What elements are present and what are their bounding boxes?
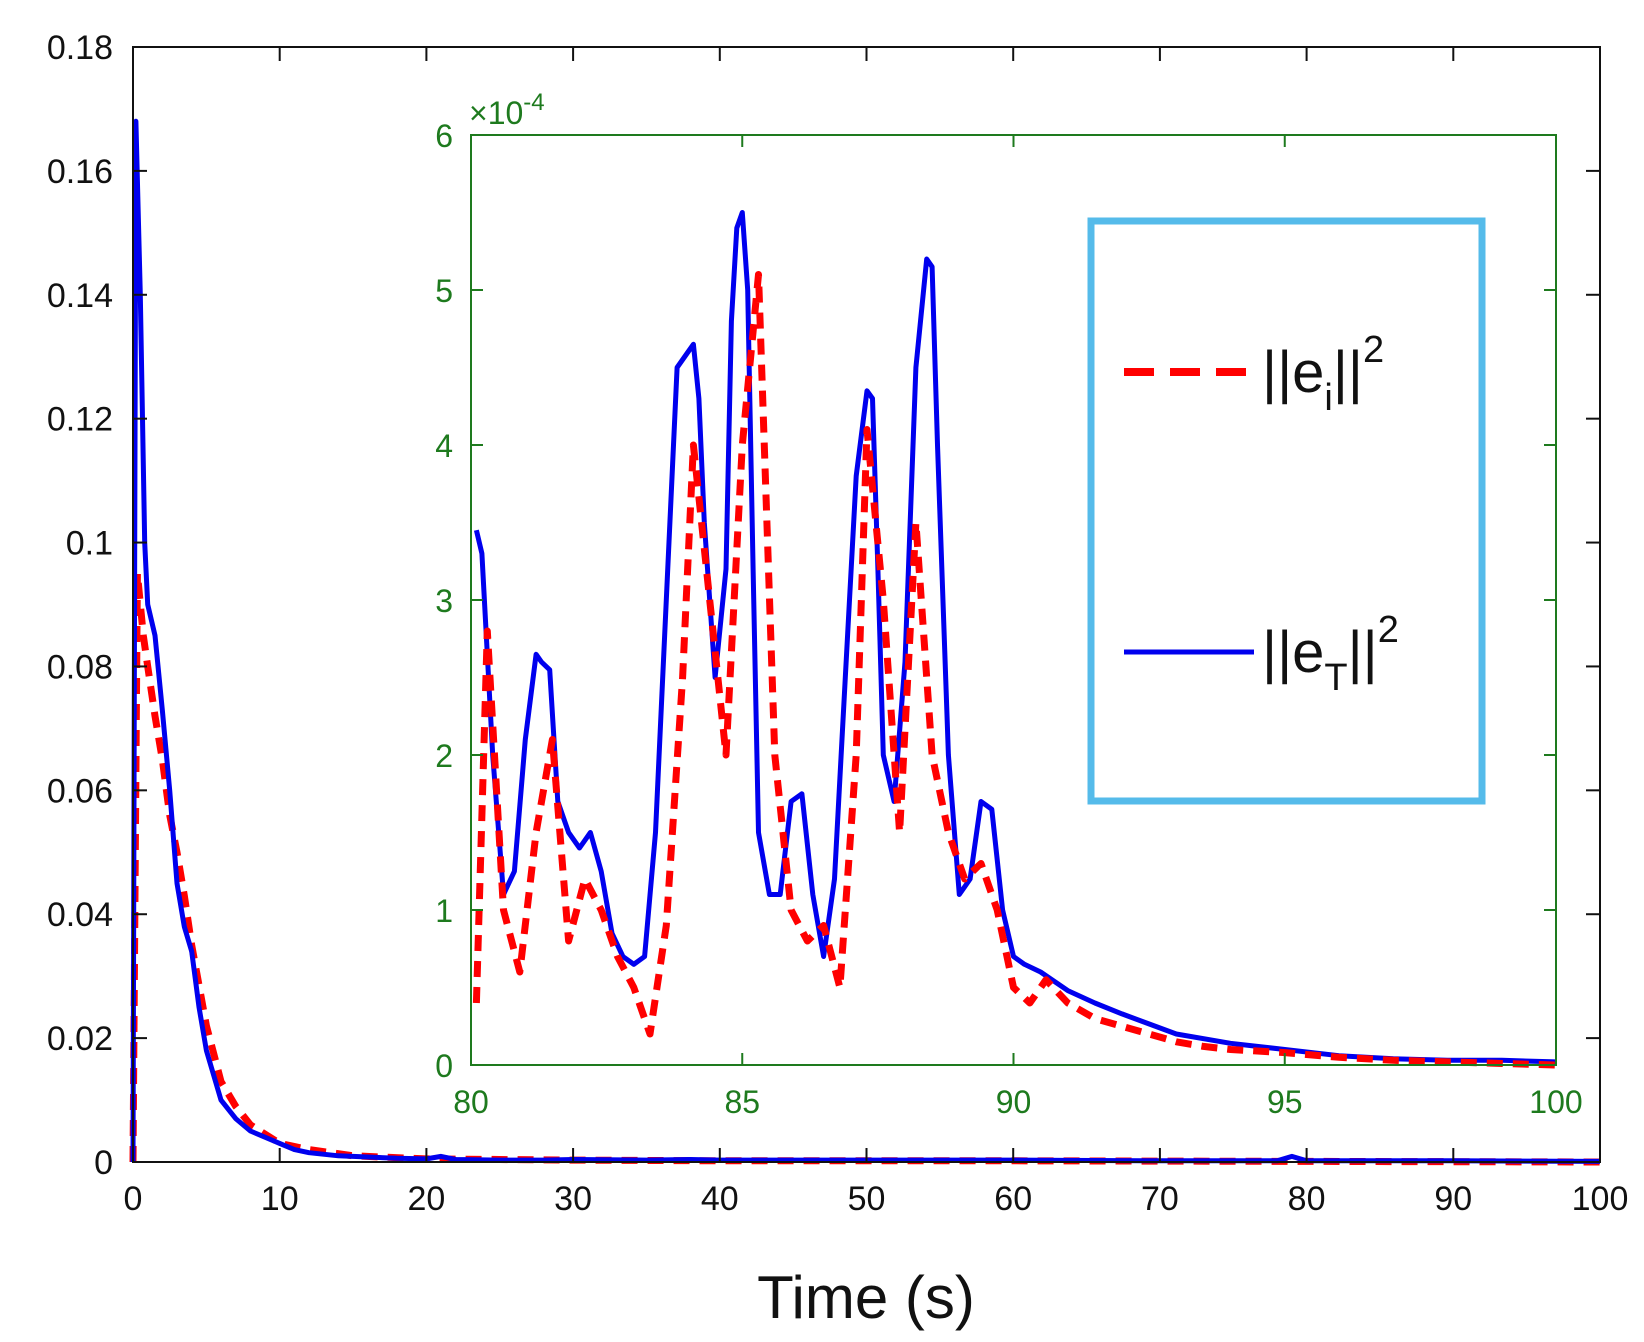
- main-ytick-label: 0.08: [47, 648, 113, 686]
- main-ytick-label: 0.04: [47, 896, 113, 934]
- inset-y-multiplier: ×10-4: [469, 89, 545, 131]
- main-xtick-label: 50: [848, 1180, 886, 1218]
- inset-series-et: [473, 210, 1557, 1065]
- inset-x-tick-labels: 80 85 90 95 100: [453, 1084, 1582, 1120]
- main-ytick-label: 0.14: [47, 277, 113, 315]
- inset-ytick-label: 0: [435, 1048, 453, 1084]
- main-ytick-label: 0.18: [47, 29, 113, 67]
- main-xtick-label: 70: [1141, 1180, 1179, 1218]
- main-ytick-label: 0.06: [47, 772, 113, 810]
- main-xtick-label: 40: [701, 1180, 739, 1218]
- legend-ei-sup: 2: [1363, 329, 1384, 371]
- legend: ||ei||2 ||eT||2: [1087, 217, 1486, 805]
- legend-et-close: ||: [1348, 620, 1378, 685]
- main-xtick-label: 80: [1288, 1180, 1326, 1218]
- inset-ytick-label: 2: [435, 738, 453, 774]
- legend-ei-sub: i: [1324, 377, 1332, 419]
- main-series-layer: [129, 118, 1601, 1166]
- main-ytick-label: 0.12: [47, 401, 113, 439]
- inset-xtick-label: 95: [1267, 1084, 1303, 1120]
- inset-y-multiplier-base: ×10: [469, 95, 523, 131]
- legend-et-base: ||e: [1262, 620, 1324, 685]
- main-xtick-label: 0: [124, 1180, 143, 1218]
- inset-series-ei: [472, 271, 1557, 1069]
- main-xtick-label: 90: [1434, 1180, 1472, 1218]
- main-ytick-label: 0: [94, 1144, 113, 1182]
- legend-label-et: ||eT||2: [1262, 609, 1399, 699]
- x-axis-label: Time (s): [757, 1264, 975, 1331]
- main-series-et: [130, 118, 1601, 1164]
- main-ytick-label: 0.16: [47, 153, 113, 191]
- main-plot: 0 10 20 30 40 50 60 70 80 90 100 00.020.040.060.08…: [47, 29, 1629, 1331]
- legend-et-sub: T: [1324, 657, 1347, 699]
- inset-ytick-label: 3: [435, 583, 453, 619]
- main-ticks: [132, 46, 1601, 1163]
- inset-ticks: [470, 134, 1557, 1066]
- main-y-tick-labels: 0 0.02 0.04 0.06 0.08 0.1 0.12 0.14 0.16 0.18: [47, 29, 113, 1182]
- main-ytick-label: 0.1: [66, 525, 113, 563]
- inset-xtick-label: 80: [453, 1084, 489, 1120]
- main-xtick-label: 100: [1572, 1180, 1629, 1218]
- main-xtick-label: 20: [407, 1180, 445, 1218]
- inset-y-multiplier-exponent: -4: [523, 89, 544, 116]
- main-ytick-label: 0.02: [47, 1020, 113, 1058]
- inset-ytick-label: 4: [435, 428, 453, 464]
- legend-ei-close: ||: [1333, 340, 1363, 405]
- inset-y-tick-labels: 0 1 2 3 4 5 6: [435, 118, 453, 1084]
- inset-ytick-label: 1: [435, 893, 453, 929]
- legend-et-sup: 2: [1378, 609, 1399, 651]
- inset-xtick-label: 85: [724, 1084, 760, 1120]
- legend-ei-base: ||e: [1262, 340, 1324, 405]
- legend-label-ei: ||ei||2: [1262, 329, 1384, 419]
- main-xtick-label: 10: [261, 1180, 299, 1218]
- main-xtick-label: 30: [554, 1180, 592, 1218]
- inset-series-layer: [472, 210, 1557, 1069]
- main-xtick-label: 60: [994, 1180, 1032, 1218]
- main-x-tick-labels: 0 10 20 30 40 50 60 70 80 90 100: [124, 1180, 1629, 1218]
- inset-xtick-label: 100: [1529, 1084, 1582, 1120]
- inset-ytick-label: 5: [435, 273, 453, 309]
- inset-ytick-label: 6: [435, 118, 453, 154]
- legend-box: [1087, 217, 1486, 805]
- inset-xtick-label: 90: [996, 1084, 1032, 1120]
